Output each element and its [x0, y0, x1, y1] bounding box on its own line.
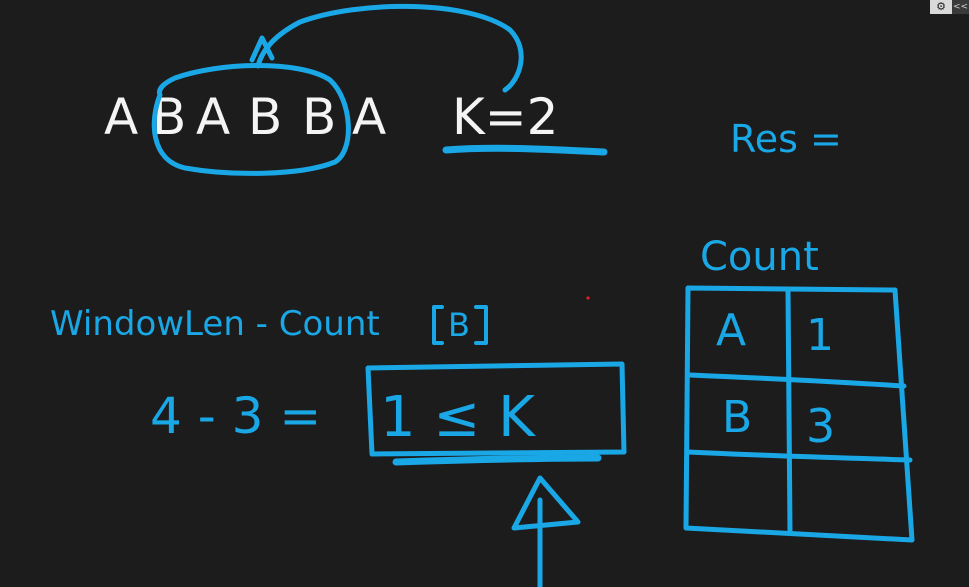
boxed-result: 1 ≤ K [380, 385, 536, 450]
red-dot [586, 296, 590, 300]
res-label: Res = [730, 117, 842, 161]
string-letter: A [104, 88, 138, 146]
calc-prefix: 4 - 3 = [150, 387, 321, 445]
string-letter: A [196, 88, 230, 146]
bracket-value: B [448, 306, 470, 344]
k-label: K=2 [452, 88, 559, 146]
connector-arc [255, 3, 524, 93]
table-row-divider [685, 449, 913, 463]
player-controls: ⚙ << [930, 0, 969, 14]
input-string: A B A B B A [104, 88, 386, 146]
table-col-divider [785, 287, 793, 535]
string-letter: A [352, 88, 386, 146]
result-underline [392, 454, 602, 466]
string-letter: B [302, 88, 336, 146]
table-value: 1 [806, 310, 834, 361]
table-row-divider [687, 372, 907, 389]
collapse-button[interactable]: << [952, 0, 969, 14]
table-frame [683, 285, 915, 543]
count-table: A 1 B 3 [683, 285, 915, 543]
bracket-right [474, 305, 488, 345]
bracket-left [432, 305, 444, 345]
count-title: Count [700, 234, 819, 280]
table-key: B [722, 392, 752, 443]
gear-icon[interactable]: ⚙ [930, 0, 952, 14]
window-ellipse [151, 63, 351, 176]
connector-notch [249, 35, 275, 63]
table-key: A [716, 305, 746, 356]
string-letter: B [248, 88, 282, 146]
formula-label: WindowLen - Count [50, 304, 380, 344]
result-box [365, 361, 627, 457]
k-underline [442, 144, 608, 156]
table-value: 3 [806, 399, 835, 453]
arrow-head [511, 475, 581, 531]
